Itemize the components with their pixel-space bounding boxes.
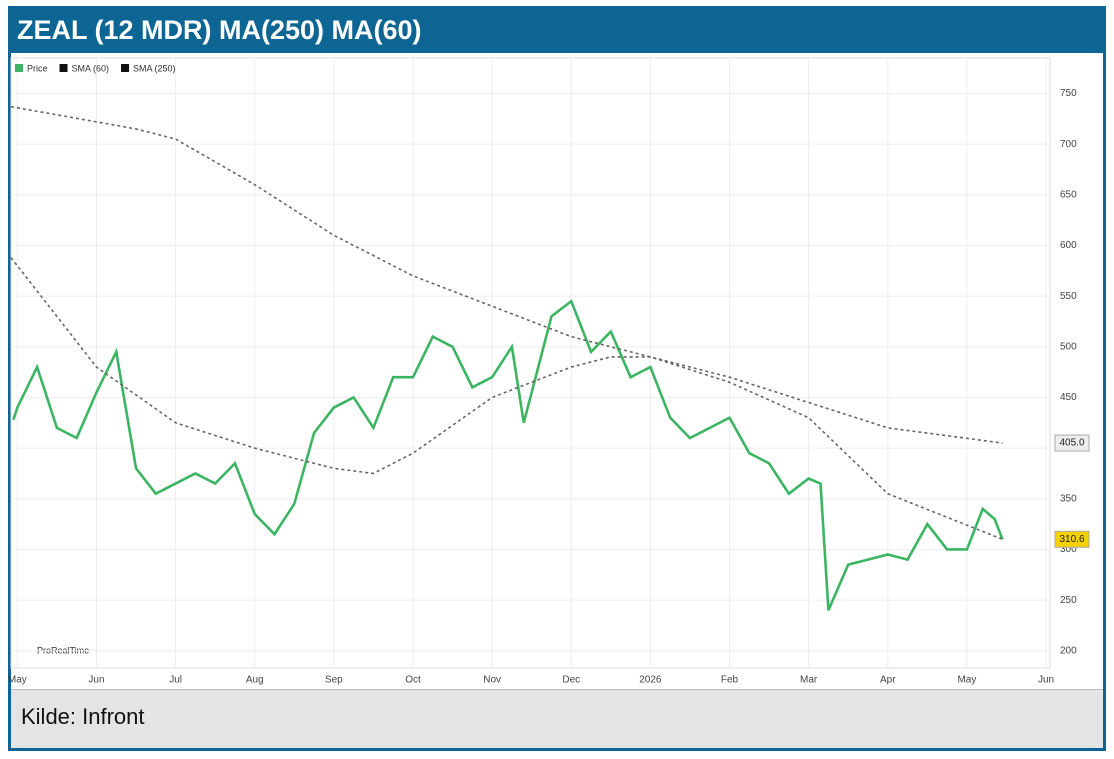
legend-label: SMA (60) [72, 63, 110, 73]
y-tick-label: 700 [1060, 139, 1077, 150]
x-tick-label: Jun [88, 675, 104, 686]
y-tick-label: 650 [1060, 189, 1077, 200]
title-bar: ZEAL (12 MDR) MA(250) MA(60) [11, 9, 1103, 53]
line [12, 299, 1004, 611]
legend-swatch [15, 64, 23, 72]
x-tick-label: Feb [721, 675, 739, 686]
last-value-box [1054, 530, 1090, 548]
legend-swatch [121, 64, 130, 72]
legend-label: Price [27, 63, 48, 73]
y-tick-label: 300 [1060, 544, 1077, 555]
frame: ZEAL (12 MDR) MA(250) MA(60) Kilde: Infr… [8, 6, 1106, 751]
y-tick-label: 250 [1060, 595, 1077, 606]
last-value-box [1054, 434, 1090, 452]
y-tick-label: 200 [1060, 645, 1077, 656]
legend-label: SMA (250) [133, 63, 176, 73]
x-tick-label: Apr [880, 675, 896, 686]
source-bar: Kilde: Infront [11, 689, 1103, 748]
y-tick-label: 750 [1060, 88, 1077, 99]
plot-area [10, 57, 1051, 669]
y-tick-label: 550 [1060, 291, 1077, 302]
x-tick-label: May [957, 675, 976, 686]
source: Kilde: Infront [21, 704, 145, 729]
y-tick-label: 500 [1060, 341, 1077, 352]
x-tick-label: Jul [169, 675, 182, 686]
chart-title: ZEAL (12 MDR) MA(250) MA(60) [17, 15, 422, 45]
last-value-label: 405.0 [1059, 438, 1084, 449]
x-tick-label: Dec [562, 675, 580, 686]
y-tick-label: 450 [1060, 392, 1077, 403]
x-tick-label: Nov [483, 675, 501, 686]
y-tick-label: 600 [1060, 240, 1077, 251]
line [10, 105, 1003, 444]
x-tick-label: Jun [1038, 675, 1054, 686]
y-tick-label: 350 [1060, 493, 1077, 504]
last-value-label: 310.6 [1059, 534, 1084, 545]
legend-swatch [59, 64, 68, 72]
x-tick-label: May [8, 675, 27, 686]
x-tick-label: Sep [325, 675, 343, 686]
x-tick-label: 2026 [639, 675, 662, 686]
x-tick-label: Aug [246, 675, 264, 686]
x-tick-label: Oct [405, 675, 421, 686]
x-tick-label: Mar [800, 675, 818, 686]
